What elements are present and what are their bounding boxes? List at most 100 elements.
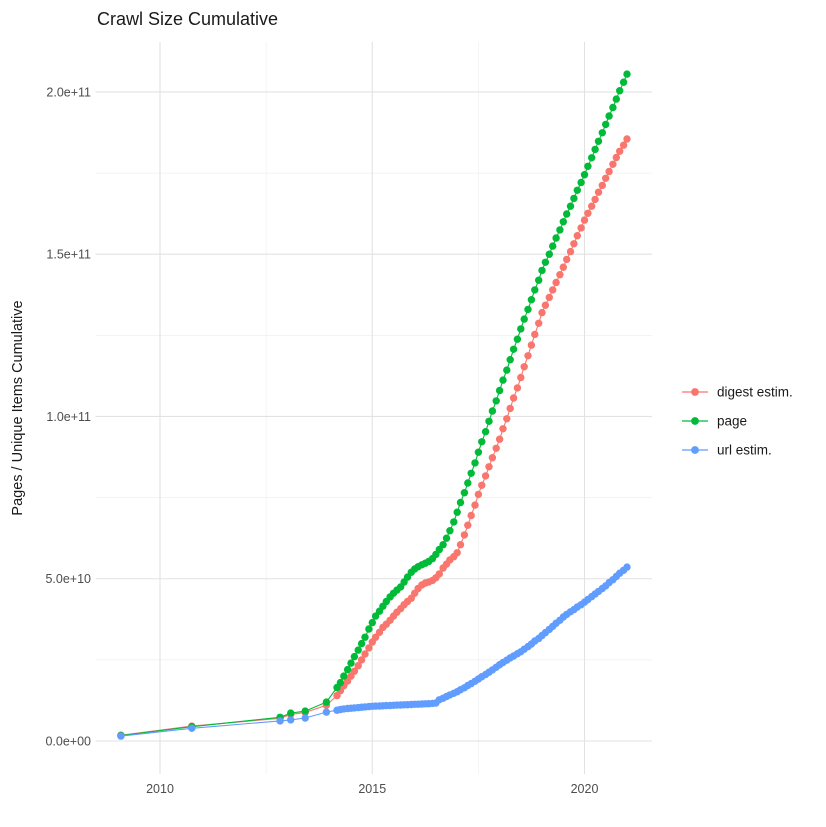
data-point: [602, 120, 610, 129]
data-point: [442, 534, 451, 542]
data-point: [538, 308, 546, 317]
data-point: [520, 315, 528, 323]
series-points-url-estim: [117, 563, 631, 740]
data-point: [588, 202, 596, 210]
data-point: [584, 162, 592, 170]
data-point: [464, 479, 472, 487]
data-point: [485, 417, 493, 425]
data-point: [481, 428, 490, 436]
y-tick-label: 5.0e+10: [45, 572, 91, 586]
data-point: [594, 188, 603, 196]
legend-label: url estim.: [717, 443, 772, 458]
data-point: [577, 178, 585, 187]
data-point: [506, 356, 514, 364]
chart-title: Crawl Size Cumulative: [97, 9, 278, 29]
data-point: [368, 618, 376, 627]
data-point: [594, 137, 603, 145]
data-point: [591, 195, 599, 204]
data-point: [584, 209, 592, 217]
legend-item-digest-estim: digest estim.: [682, 385, 793, 400]
data-point: [559, 263, 567, 271]
data-point: [478, 481, 486, 489]
legend: digest estim. page url estim.: [682, 385, 793, 458]
legend-item-url-estim: url estim.: [682, 443, 772, 458]
data-point: [499, 425, 507, 433]
x-tick-label: 2020: [571, 782, 599, 796]
data-point: [460, 531, 469, 539]
data-point: [467, 511, 475, 520]
data-point: [471, 501, 479, 509]
data-point: [509, 345, 518, 353]
data-point: [563, 255, 571, 264]
data-point: [357, 656, 366, 664]
data-point: [499, 376, 507, 384]
data-point: [471, 459, 479, 467]
data-point: [549, 286, 557, 294]
data-point: [602, 174, 610, 182]
data-point: [488, 407, 497, 415]
data-point: [545, 293, 553, 302]
data-point: [492, 397, 500, 405]
data-point: [495, 386, 504, 395]
data-point: [570, 240, 578, 248]
data-point: [566, 202, 575, 210]
data-point: [531, 286, 539, 294]
data-point: [322, 708, 331, 716]
axis-layer: 0.0e+00 5.0e+10 1.0e+11 1.5e+11 2.0e+11 2010 2…: [45, 85, 598, 796]
data-point: [347, 659, 355, 667]
data-point: [495, 435, 504, 443]
data-point: [520, 363, 528, 371]
data-point: [357, 639, 366, 648]
data-point: [598, 181, 606, 190]
data-point: [340, 672, 348, 680]
data-point: [577, 224, 585, 232]
data-point: [503, 415, 511, 423]
y-tick-label: 1.5e+11: [46, 248, 91, 262]
x-tick-label: 2010: [146, 782, 174, 796]
data-point: [456, 498, 465, 507]
data-point: [535, 276, 543, 284]
data-point: [446, 527, 454, 535]
data-point: [612, 95, 620, 103]
data-point: [513, 335, 522, 343]
data-point: [485, 463, 493, 471]
data-point: [361, 633, 369, 641]
y-tick-label: 1.0e+11: [46, 410, 91, 424]
data-point: [481, 472, 490, 480]
data-point: [566, 247, 575, 256]
data-point: [439, 541, 447, 549]
data-point: [478, 438, 486, 446]
data-point: [361, 650, 369, 658]
data-point: [563, 210, 571, 218]
legend-key-point: [691, 388, 699, 396]
data-point: [559, 218, 567, 226]
data-point: [531, 330, 539, 339]
legend-label: page: [717, 414, 747, 429]
data-point: [350, 652, 359, 661]
data-point: [573, 186, 581, 194]
data-point: [570, 194, 578, 203]
data-point: [350, 667, 359, 675]
data-point: [456, 541, 465, 549]
data-point: [287, 716, 295, 724]
data-point: [464, 521, 472, 529]
data-point: [623, 70, 631, 78]
legend-key-point: [691, 417, 699, 425]
data-point: [527, 341, 536, 349]
data-point: [609, 103, 617, 112]
data-point: [609, 160, 617, 168]
legend-item-page: page: [682, 414, 747, 429]
legend-label: digest estim.: [717, 385, 793, 400]
data-point: [545, 250, 553, 258]
data-point: [453, 549, 461, 557]
data-point: [573, 232, 581, 240]
data-point: [301, 707, 309, 715]
data-point: [524, 305, 532, 314]
data-point: [605, 167, 613, 176]
data-point: [506, 404, 514, 413]
data-point: [509, 394, 518, 402]
data-point: [188, 724, 196, 732]
data-point: [513, 384, 522, 392]
